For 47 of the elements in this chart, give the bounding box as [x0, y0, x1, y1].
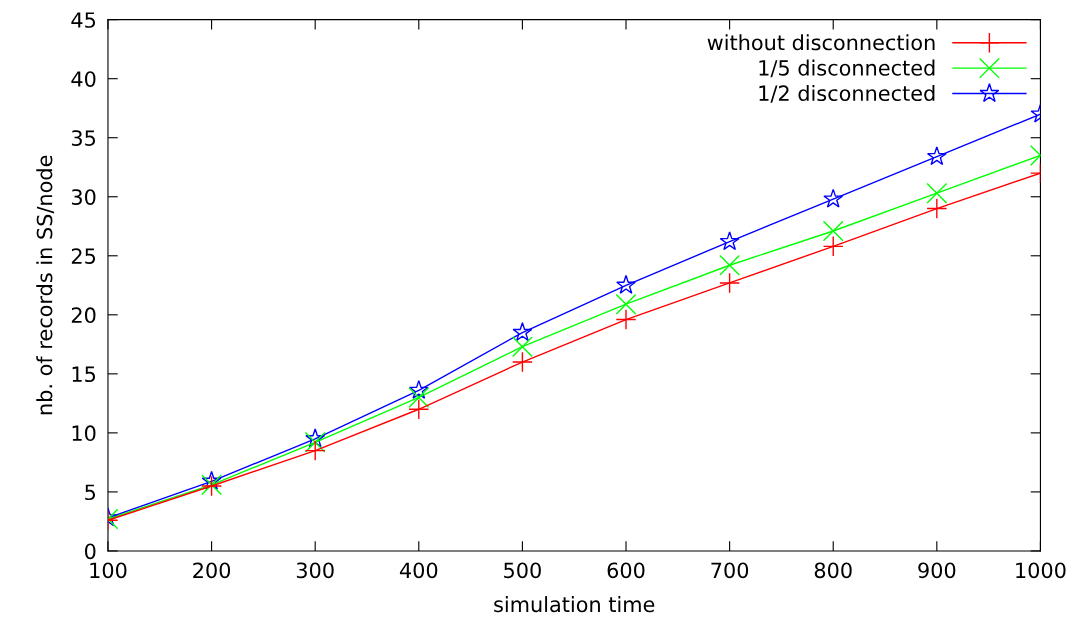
x-tick-label: 300: [296, 562, 334, 579]
point: [408, 387, 430, 408]
point: [719, 254, 741, 276]
point: [512, 322, 533, 342]
x-tick-label: 1000: [1016, 562, 1066, 579]
point: [926, 146, 947, 166]
x-tick-label: 800: [814, 562, 852, 579]
point: [511, 351, 533, 373]
x-tick-label: 600: [607, 562, 645, 579]
x-axis-title: simulation time: [494, 596, 655, 613]
y-tick-label: 0: [84, 543, 96, 560]
y-tick-label: 35: [71, 130, 96, 146]
legend-label: 1/2 disconnected: [759, 84, 935, 103]
point: [822, 235, 844, 257]
y-tick-label: 20: [71, 307, 96, 324]
y-axis-title: nb. of records in SS/node: [36, 155, 55, 415]
y-tick-label: 15: [72, 366, 96, 383]
point: [304, 440, 326, 462]
point: [615, 309, 637, 330]
point: [201, 470, 222, 490]
point: [305, 428, 326, 448]
x-tick-label: 700: [711, 562, 749, 579]
y-tick-label: 30: [71, 189, 96, 205]
point: [926, 182, 948, 204]
point: [616, 274, 636, 294]
point: [926, 198, 948, 219]
x-tick-label: 500: [504, 562, 541, 579]
point: [719, 272, 741, 294]
point: [304, 431, 326, 453]
point: [408, 379, 429, 399]
x-tick-label: 200: [193, 562, 231, 579]
legend-label: 1/5 disconnected: [759, 59, 935, 78]
y-tick-label: 5: [85, 484, 96, 501]
x-tick-label: 400: [399, 562, 438, 579]
point: [719, 231, 740, 251]
point: [408, 398, 430, 420]
x-tick-label: 100: [90, 562, 127, 579]
point: [511, 336, 533, 358]
y-tick-label: 45: [71, 12, 96, 28]
y-tick-label: 25: [71, 248, 96, 264]
y-tick-label: 10: [72, 425, 96, 442]
point: [822, 220, 844, 242]
point: [615, 293, 637, 315]
x-tick-label: 900: [918, 562, 956, 579]
legend-label: without disconnection: [707, 34, 935, 51]
y-tick-label: 40: [71, 71, 96, 87]
point: [823, 188, 844, 208]
